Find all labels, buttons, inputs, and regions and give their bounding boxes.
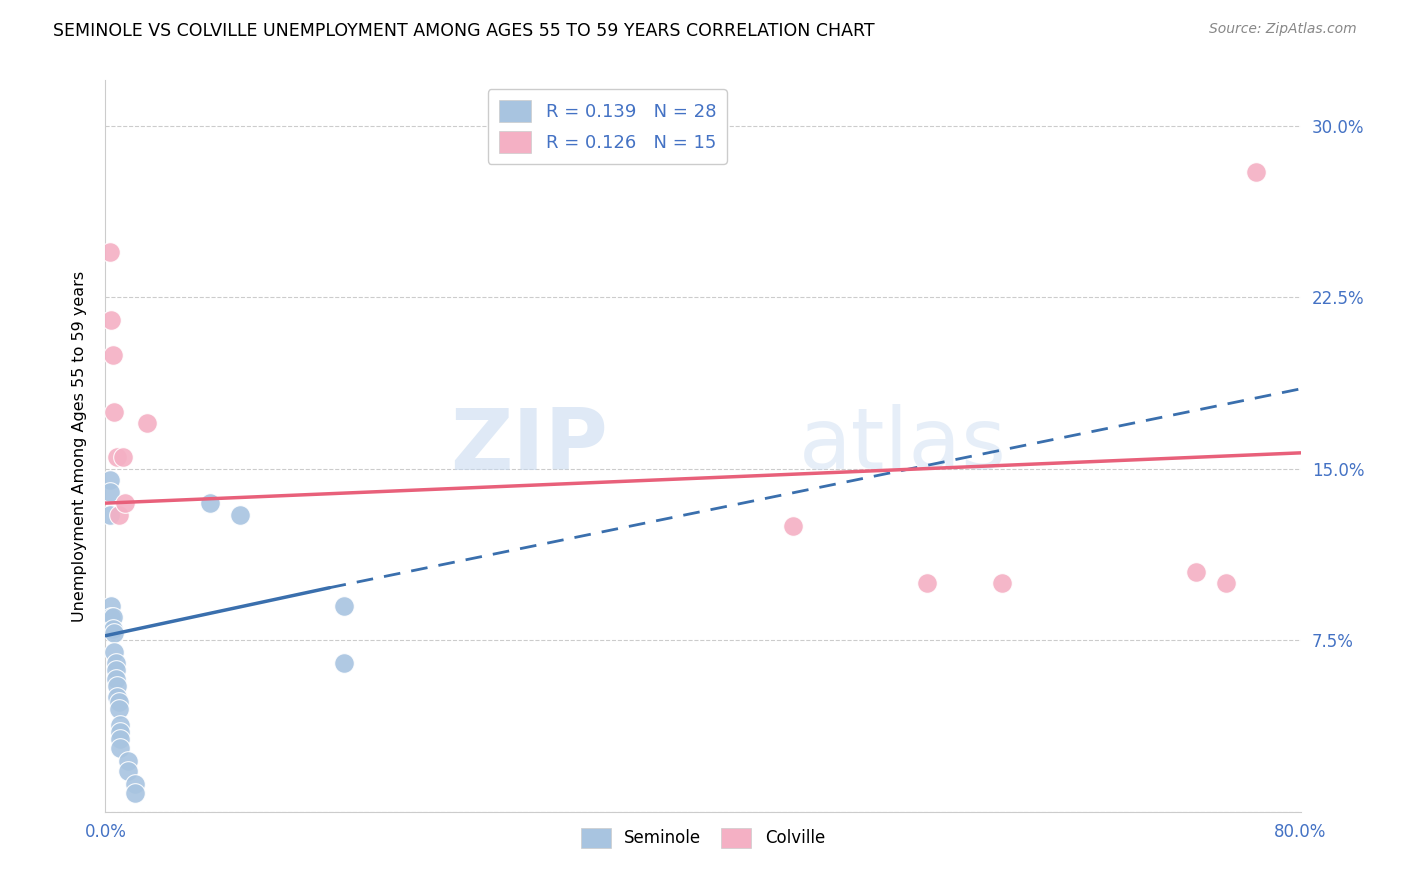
Point (990, 576, 1012, 591)
Legend: Seminole, Colville: Seminole, Colville (574, 821, 832, 855)
Point (101, 610, 124, 624)
Point (117, 755, 139, 769)
Point (110, 718, 132, 732)
Point (98, 244, 121, 259)
Point (108, 702, 131, 716)
Point (104, 663, 127, 677)
Point (333, 599, 356, 613)
Point (1185, 565, 1208, 579)
Point (107, 690, 129, 705)
Point (110, 731, 132, 746)
Point (112, 450, 135, 465)
Point (124, 787, 146, 801)
Point (103, 405, 125, 419)
Point (100, 610, 122, 624)
Point (333, 656, 356, 670)
Text: Source: ZipAtlas.com: Source: ZipAtlas.com (1209, 22, 1357, 37)
Point (136, 416, 159, 430)
Point (107, 679, 129, 693)
Text: SEMINOLE VS COLVILLE UNEMPLOYMENT AMONG AGES 55 TO 59 YEARS CORRELATION CHART: SEMINOLE VS COLVILLE UNEMPLOYMENT AMONG … (53, 22, 875, 40)
Point (103, 645, 125, 659)
Point (98, 473, 121, 487)
Point (110, 740, 132, 755)
Point (229, 508, 252, 522)
Point (110, 724, 132, 739)
Point (101, 622, 124, 636)
Point (124, 777, 146, 791)
Point (100, 313, 122, 327)
Point (98, 508, 121, 522)
Point (915, 576, 938, 591)
Y-axis label: Unemployment Among Ages 55 to 59 years: Unemployment Among Ages 55 to 59 years (72, 270, 87, 622)
Point (98, 484, 121, 499)
Point (100, 599, 122, 613)
Point (1244, 164, 1267, 178)
Point (103, 626, 125, 640)
Point (107, 450, 129, 465)
Point (117, 764, 139, 778)
Point (1215, 576, 1237, 591)
Point (782, 519, 804, 533)
Text: atlas: atlas (799, 404, 1007, 488)
Point (108, 695, 131, 709)
Point (104, 672, 127, 686)
Point (108, 508, 131, 522)
Point (198, 496, 221, 510)
Point (114, 496, 136, 510)
Point (101, 347, 124, 362)
Text: ZIP: ZIP (450, 404, 607, 488)
Point (104, 656, 127, 670)
